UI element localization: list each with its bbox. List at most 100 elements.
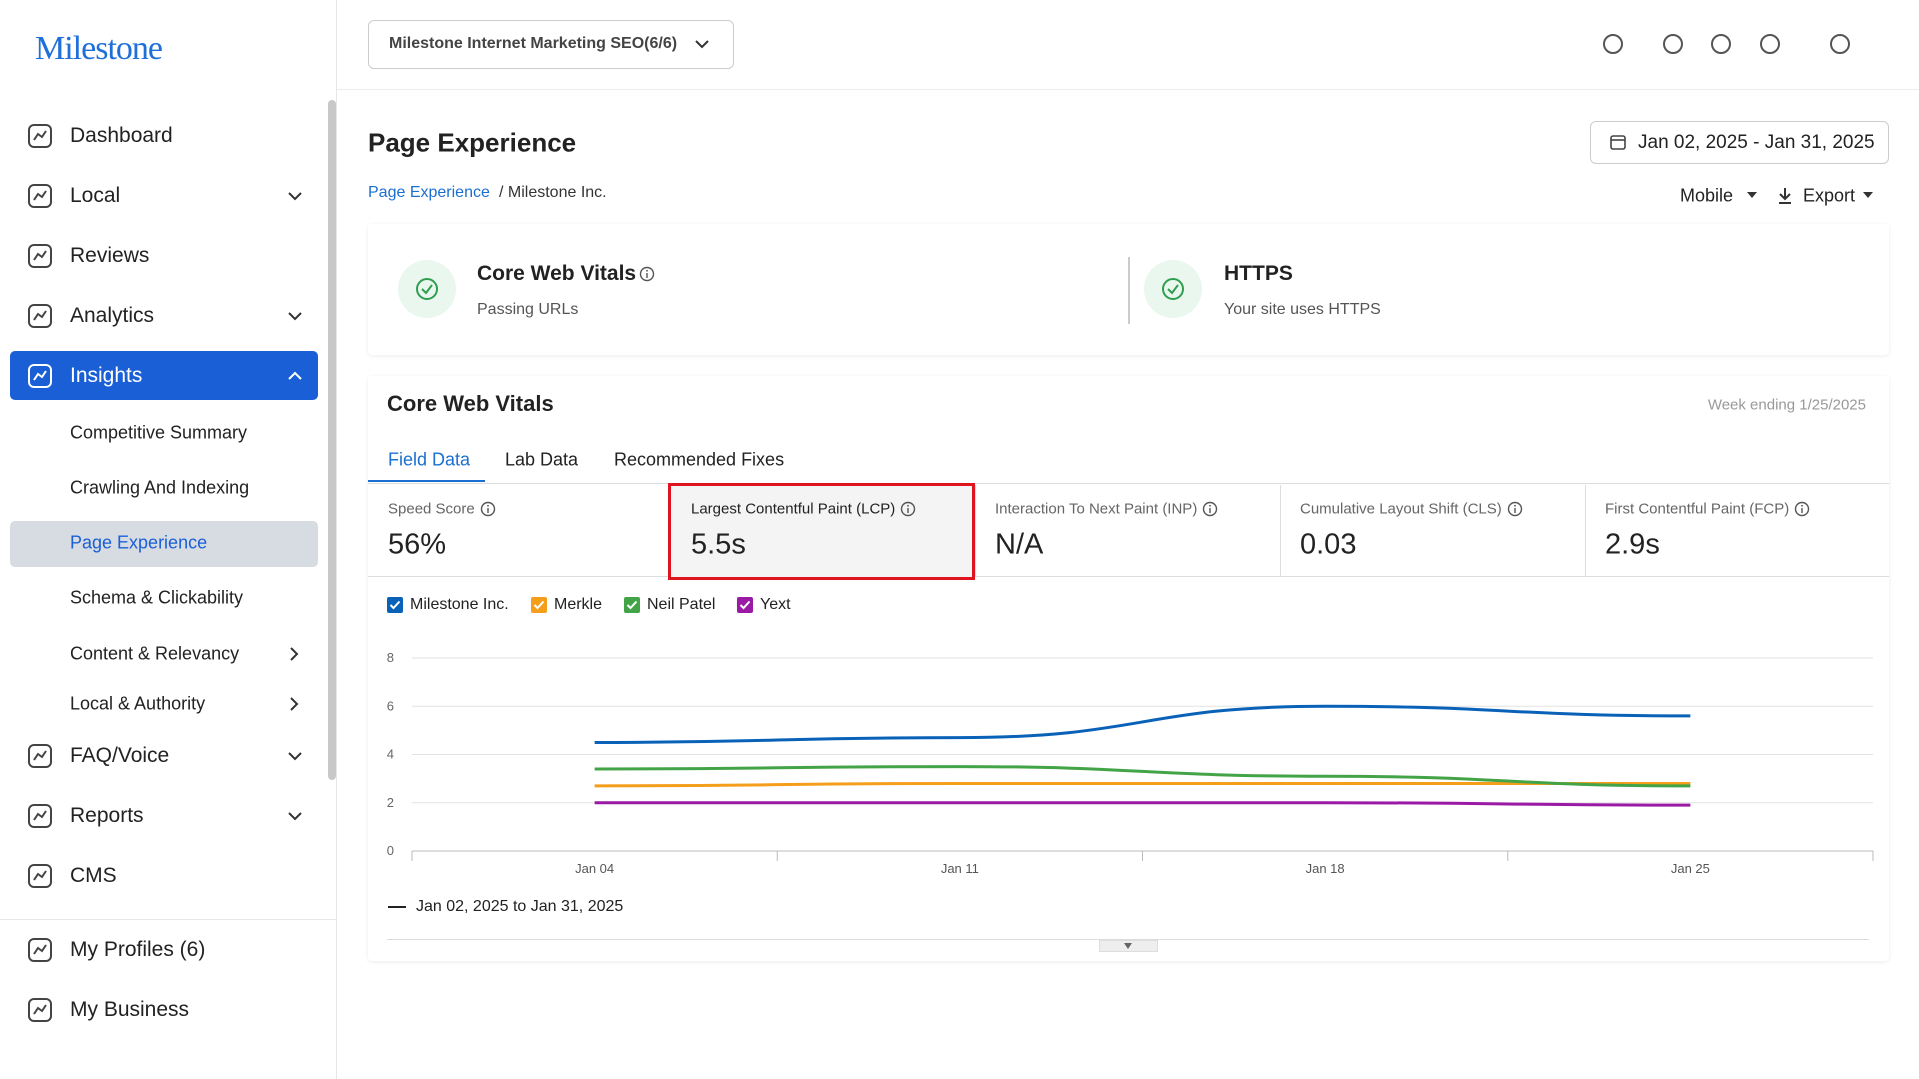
date-range: Jan 02, 2025 - Jan 31, 2025 [1638, 132, 1875, 153]
path [421, 284, 433, 295]
path [33, 190, 47, 201]
circle [1209, 504, 1211, 507]
legend-checkbox [624, 597, 640, 613]
circle [1801, 504, 1803, 507]
card-title: Core Web Vitals [387, 391, 554, 416]
y-tick-label: 6 [387, 698, 394, 713]
metric-label: Interaction To Next Paint (INP) [995, 500, 1198, 518]
circle [1711, 34, 1731, 54]
path [33, 1004, 47, 1015]
summary-title: HTTPS [1224, 262, 1293, 285]
chevron [695, 40, 709, 49]
nav-item[interactable]: Insights [70, 364, 143, 387]
circle [907, 504, 909, 507]
divider [1128, 257, 1130, 324]
sub-nav-item[interactable]: Page Experience [70, 532, 208, 553]
circle [1202, 501, 1218, 517]
circle [487, 504, 489, 507]
tab[interactable]: Field Data [388, 449, 471, 470]
nav-item[interactable]: Dashboard [70, 124, 173, 147]
path [1124, 943, 1132, 949]
nav-item[interactable]: Analytics [70, 304, 155, 327]
sub-nav-item[interactable]: Schema & Clickability [70, 587, 244, 608]
export-button[interactable]: Export [1803, 185, 1856, 206]
nav-item[interactable]: Local [70, 184, 121, 207]
period-line [388, 906, 406, 908]
caret [1863, 192, 1873, 198]
path [33, 370, 47, 381]
nav-item[interactable]: Reviews [70, 244, 150, 267]
nav-icon [28, 804, 52, 828]
path [33, 944, 47, 955]
tab[interactable]: Recommended Fixes [614, 449, 785, 470]
circle [1162, 278, 1184, 300]
chevron [288, 312, 302, 321]
path [33, 810, 47, 821]
nav-item[interactable]: My Business [70, 998, 190, 1021]
account-name: Milestone Internet Marketing SEO(6/6) [389, 35, 678, 52]
header-icon [1603, 34, 1623, 54]
series-line [594, 801, 1691, 807]
series-line [594, 781, 1691, 788]
circle [900, 501, 916, 517]
header-icon [1663, 34, 1683, 54]
legend-checkbox [531, 597, 547, 613]
nav-item[interactable]: CMS [70, 864, 117, 887]
path [626, 600, 638, 610]
header-icon [1711, 34, 1731, 54]
circle [1514, 504, 1516, 507]
metrics-border [368, 576, 1889, 577]
date-button[interactable] [1590, 121, 1889, 164]
nav-icon [28, 244, 52, 268]
card-footer-line [387, 939, 1869, 940]
metric-value: 0.03 [1300, 528, 1357, 561]
legend-label[interactable]: Yext [760, 596, 791, 613]
rect [28, 804, 52, 828]
download-icon [1779, 188, 1791, 204]
nav-item[interactable]: FAQ/Voice [70, 744, 170, 767]
tab-underline [368, 480, 485, 482]
info-icon [1202, 501, 1218, 517]
path [33, 130, 47, 141]
circle [1794, 501, 1810, 517]
y-tick-label: 2 [387, 795, 394, 810]
nav-icon [28, 744, 52, 768]
circle [1760, 34, 1780, 54]
legend-label[interactable]: Merkle [554, 596, 603, 613]
breadcrumb-link[interactable]: Page Experience [368, 184, 490, 201]
path [290, 647, 299, 661]
path [33, 250, 47, 261]
nav-item[interactable]: My Profiles (6) [70, 938, 206, 961]
circle [1603, 34, 1623, 54]
circle [398, 260, 456, 318]
path [1167, 284, 1179, 295]
divider [975, 485, 976, 576]
x-tick-label: Jan 04 [575, 861, 614, 876]
device-select[interactable]: Mobile [1680, 185, 1734, 206]
sub-nav-item[interactable]: Competitive Summary [70, 422, 248, 443]
rect [28, 938, 52, 962]
sub-nav-item[interactable]: Crawling And Indexing [70, 477, 250, 498]
nav-item[interactable]: Reports [70, 804, 144, 827]
page-title: Page Experience [368, 127, 577, 158]
legend-label[interactable]: Neil Patel [647, 596, 716, 613]
rect [28, 184, 52, 208]
series-line [594, 704, 1691, 744]
circle [416, 278, 438, 300]
sub-nav-item[interactable]: Local & Authority [70, 693, 206, 714]
circle [1663, 34, 1683, 54]
account-select[interactable] [368, 20, 734, 69]
nav-icon [28, 998, 52, 1022]
tab[interactable]: Lab Data [505, 449, 579, 470]
header-icon [1830, 34, 1850, 54]
legend-label[interactable]: Milestone Inc. [410, 596, 509, 613]
week-note: Week ending 1/25/2025 [1707, 396, 1866, 414]
rect [28, 998, 52, 1022]
sub-nav-item[interactable]: Content & Relevancy [70, 643, 240, 664]
legend-checkbox [737, 597, 753, 613]
rect [28, 364, 52, 388]
rect [28, 124, 52, 148]
sidebar-border [336, 0, 337, 1079]
path [33, 870, 47, 881]
